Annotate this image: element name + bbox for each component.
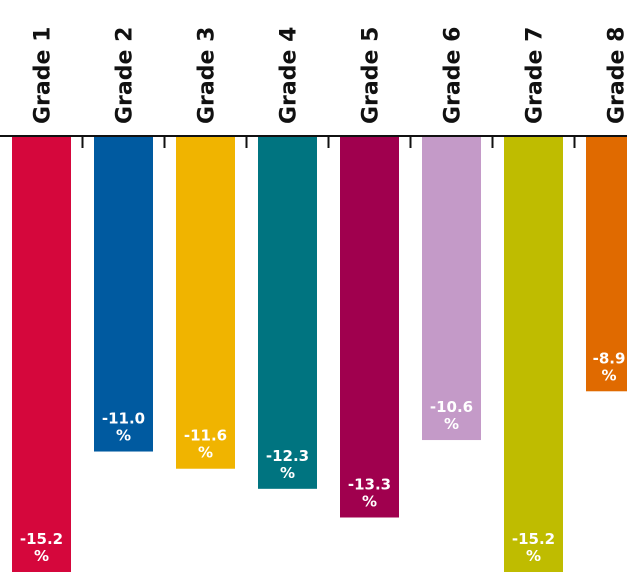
value-label: -12.3 — [266, 447, 309, 465]
value-unit-label: % — [116, 427, 131, 445]
value-labels: -15.2%-11.0% -11.6% -12.3%-13.3%-10.6%-15.… — [20, 349, 626, 565]
value-unit-label: % — [280, 464, 295, 482]
value-label: -13.3 — [348, 476, 391, 494]
category-label: Grade 3 — [195, 27, 220, 124]
value-label: -15.2 — [512, 530, 555, 548]
category-label: Grade 2 — [113, 27, 138, 124]
category-label: Grade 1 — [31, 27, 56, 124]
value-unit-label: % — [34, 547, 49, 565]
bar-grade-3 — [176, 136, 235, 469]
value-label: -15.2 — [20, 530, 63, 548]
category-label: Grade 4 — [277, 27, 302, 124]
value-label: -11.0 — [102, 410, 145, 428]
value-label: -8.9 — [593, 349, 626, 367]
category-axis — [0, 135, 627, 148]
category-label: Grade 5 — [359, 27, 384, 124]
bar-grade-1 — [12, 136, 71, 572]
category-label: Grade 6 — [441, 27, 466, 124]
value-unit-label: % — [526, 547, 541, 565]
category-labels: Grade 1 Grade 2 Grade 3 Grade 4 Grade 5 Grade… — [31, 27, 627, 124]
value-label: -11.6 — [184, 427, 227, 445]
bar-grade-2 — [94, 136, 153, 452]
bar-grade-7 — [504, 136, 563, 572]
value-unit-label: % — [444, 415, 459, 433]
value-unit-label: % — [198, 444, 213, 462]
value-label: -10.6 — [430, 398, 473, 416]
bar-grade-6 — [422, 136, 481, 441]
category-label: Grade 8 — [605, 27, 627, 124]
category-label: Grade 7 — [523, 27, 548, 124]
value-unit-label: % — [601, 366, 616, 384]
bar-grade-8 — [586, 136, 627, 392]
bar-grade-5 — [340, 136, 399, 518]
value-unit-label: % — [362, 493, 377, 511]
bars-group — [12, 136, 627, 572]
bar-grade-4 — [258, 136, 317, 489]
